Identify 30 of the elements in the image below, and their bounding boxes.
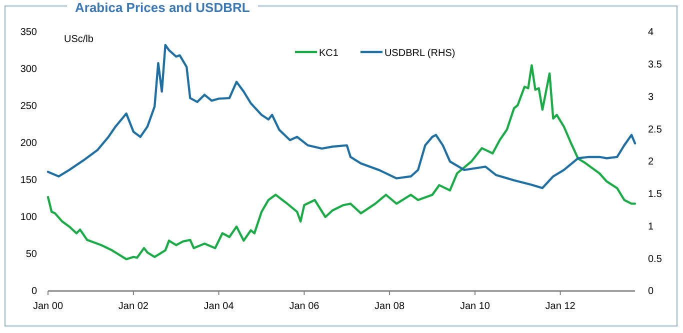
legend-label: KC1 [319,48,339,59]
y2-tick-label: 2.5 [648,124,662,136]
y-tick-label: 350 [20,27,38,38]
y-axis-title: USc/lb [64,34,94,45]
chart-title: Arabica Prices and USDBRL [75,0,250,15]
y-tick-label: 200 [20,138,38,150]
y2-tick-label: 0 [648,286,654,298]
y2-tick-label: 0.5 [648,254,662,265]
y-tick-label: 250 [20,101,38,112]
y2-tick-label: 3 [648,92,654,103]
y2-tick-label: 4 [648,27,654,38]
x-tick-label: Jan 02 [118,301,149,312]
line-series [46,64,636,260]
y2-tick-label: 3.5 [648,60,662,71]
y-tick-label: 50 [26,249,38,260]
y2-tick-label: 1.5 [648,189,662,200]
y-tick-label: 100 [20,212,38,224]
y-tick-label: 300 [20,64,38,76]
x-tick-label: Jan 04 [204,301,234,312]
x-tick-label: Jan 06 [289,301,320,312]
x-tick-label: Jan 12 [545,301,576,312]
y-tick-label: 150 [20,175,38,186]
x-tick-label: Jan 00 [32,301,64,312]
y-tick-label: 0 [31,286,38,298]
legend-label: USDBRL (RHS) [384,48,456,59]
y2-tick-label: 2 [648,156,654,168]
x-tick-label: Jan 08 [374,301,405,312]
line-series [46,44,636,190]
x-tick-label: Jan 10 [460,301,490,312]
y2-tick-label: 1 [648,221,654,232]
